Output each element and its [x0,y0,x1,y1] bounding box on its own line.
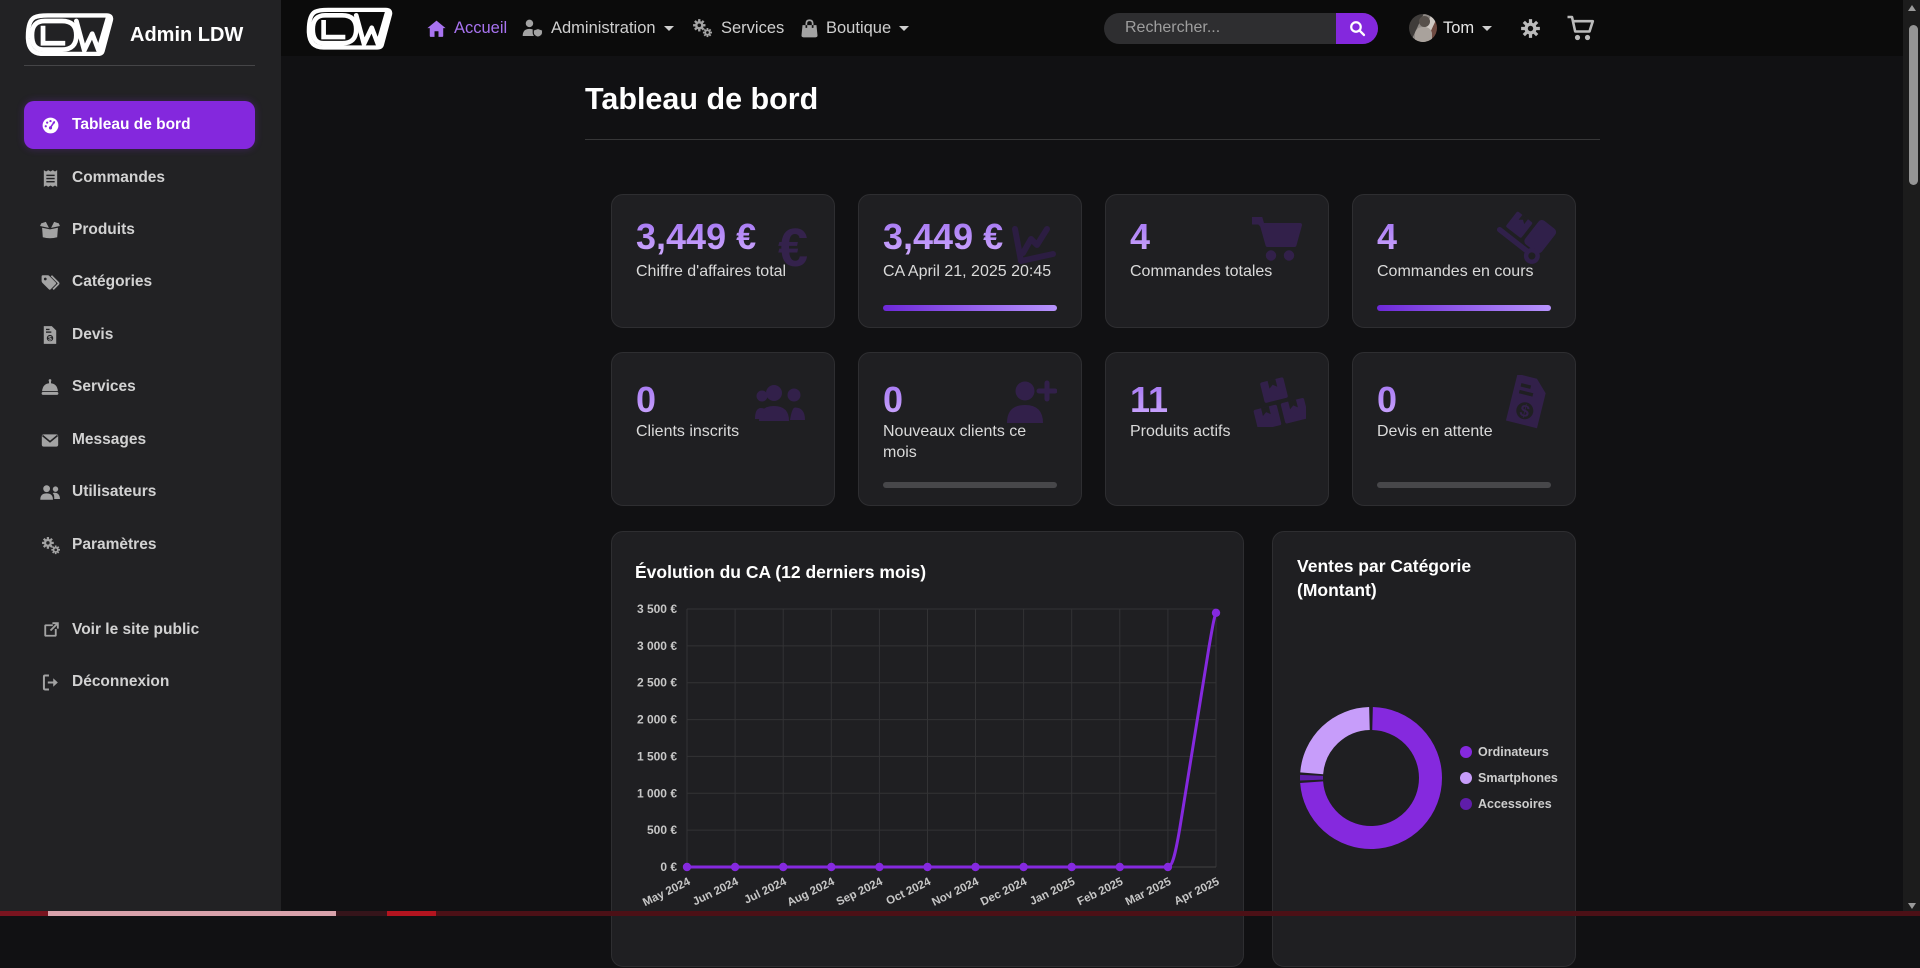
svg-text:Jan 2025: Jan 2025 [1028,876,1077,908]
svg-text:Jul 2024: Jul 2024 [742,876,789,907]
svg-text:Feb 2025: Feb 2025 [1076,876,1126,909]
svg-text:Nov 2024: Nov 2024 [930,876,981,909]
svg-text:2 500 €: 2 500 € [637,676,677,690]
svg-text:Oct 2024: Oct 2024 [884,876,933,908]
svg-text:May 2024: May 2024 [641,876,693,909]
svg-text:Aug 2024: Aug 2024 [785,876,837,909]
svg-text:1 000 €: 1 000 € [637,786,677,800]
svg-text:0 €: 0 € [660,860,677,874]
svg-text:Apr 2025: Apr 2025 [1172,876,1221,908]
svg-text:Mar 2025: Mar 2025 [1124,876,1174,909]
svg-text:$: $ [48,335,52,342]
svg-text:Dec 2024: Dec 2024 [979,876,1030,909]
svg-text:3 000 €: 3 000 € [637,639,677,653]
svg-text:1 500 €: 1 500 € [637,749,677,763]
svg-text:3 500 €: 3 500 € [637,602,677,616]
svg-text:Sep 2024: Sep 2024 [835,876,886,909]
svg-text:Jun 2024: Jun 2024 [691,876,741,909]
svg-text:2 000 €: 2 000 € [637,713,677,727]
svg-text:500 €: 500 € [647,823,677,837]
